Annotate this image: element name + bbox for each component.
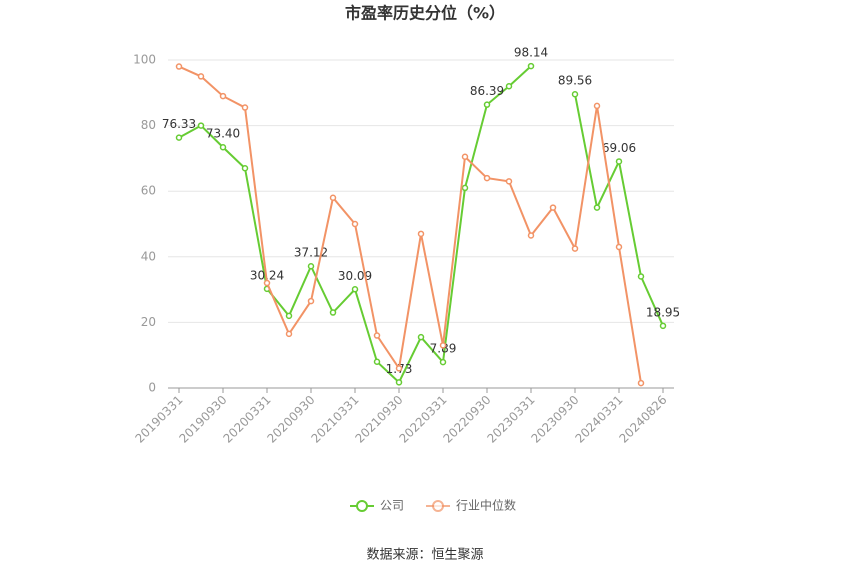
data-label: 7.89 bbox=[430, 342, 457, 356]
point bbox=[307, 297, 315, 305]
point bbox=[219, 92, 227, 100]
point bbox=[197, 73, 205, 80]
data-label: 18.95 bbox=[646, 305, 680, 319]
source: 数据来源：恒生聚源 bbox=[366, 548, 483, 563]
point bbox=[373, 358, 381, 366]
point bbox=[593, 204, 601, 211]
data-label: 89.56 bbox=[558, 74, 592, 88]
point bbox=[439, 342, 447, 349]
y-tick-label: 100 bbox=[133, 53, 156, 67]
point bbox=[571, 90, 579, 98]
legend-marker bbox=[432, 500, 445, 512]
y-tick-label: 20 bbox=[141, 315, 156, 329]
data-label: 76.33 bbox=[162, 117, 196, 131]
x-tick-label: 20240826 bbox=[617, 393, 670, 446]
point bbox=[307, 262, 315, 270]
point bbox=[637, 273, 645, 280]
series-line bbox=[178, 65, 642, 384]
point bbox=[395, 379, 403, 386]
point bbox=[549, 204, 557, 211]
point bbox=[373, 332, 381, 339]
point bbox=[483, 174, 491, 182]
point bbox=[637, 379, 645, 387]
point bbox=[263, 279, 271, 287]
series-line bbox=[574, 94, 664, 327]
point bbox=[197, 122, 205, 129]
data-label: 69.06 bbox=[602, 141, 636, 155]
point bbox=[329, 194, 337, 202]
point bbox=[505, 178, 513, 185]
point bbox=[351, 220, 359, 228]
point bbox=[219, 143, 227, 151]
point bbox=[461, 153, 469, 161]
legend-label: 公司 bbox=[380, 499, 404, 513]
y-tick-label: 40 bbox=[141, 249, 156, 263]
point bbox=[527, 232, 535, 239]
legend-marker bbox=[356, 500, 368, 512]
point bbox=[241, 164, 249, 172]
point bbox=[285, 330, 293, 338]
point bbox=[483, 101, 491, 108]
legend-label: 行业中位数 bbox=[456, 498, 516, 513]
point bbox=[527, 62, 535, 70]
data-label: 86.39 bbox=[470, 84, 504, 98]
point bbox=[439, 358, 447, 366]
point bbox=[615, 243, 623, 251]
data-label: 98.14 bbox=[514, 46, 548, 60]
point bbox=[351, 286, 359, 293]
point bbox=[241, 104, 249, 111]
y-tick-label: 60 bbox=[141, 184, 156, 198]
point bbox=[175, 134, 183, 141]
point bbox=[175, 63, 183, 70]
point bbox=[615, 158, 623, 165]
y-tick-label: 80 bbox=[141, 118, 156, 132]
point bbox=[593, 102, 601, 110]
point bbox=[285, 312, 293, 320]
point bbox=[505, 82, 513, 90]
point bbox=[571, 245, 579, 252]
point bbox=[659, 322, 667, 330]
point bbox=[395, 365, 403, 372]
point bbox=[417, 333, 425, 341]
y-tick-label: 0 bbox=[148, 381, 156, 395]
point bbox=[329, 309, 337, 316]
point bbox=[417, 230, 425, 238]
point bbox=[461, 184, 469, 192]
chart-title: 市盈率历史分位（%） bbox=[345, 4, 505, 23]
data-label: 73.40 bbox=[206, 127, 240, 141]
